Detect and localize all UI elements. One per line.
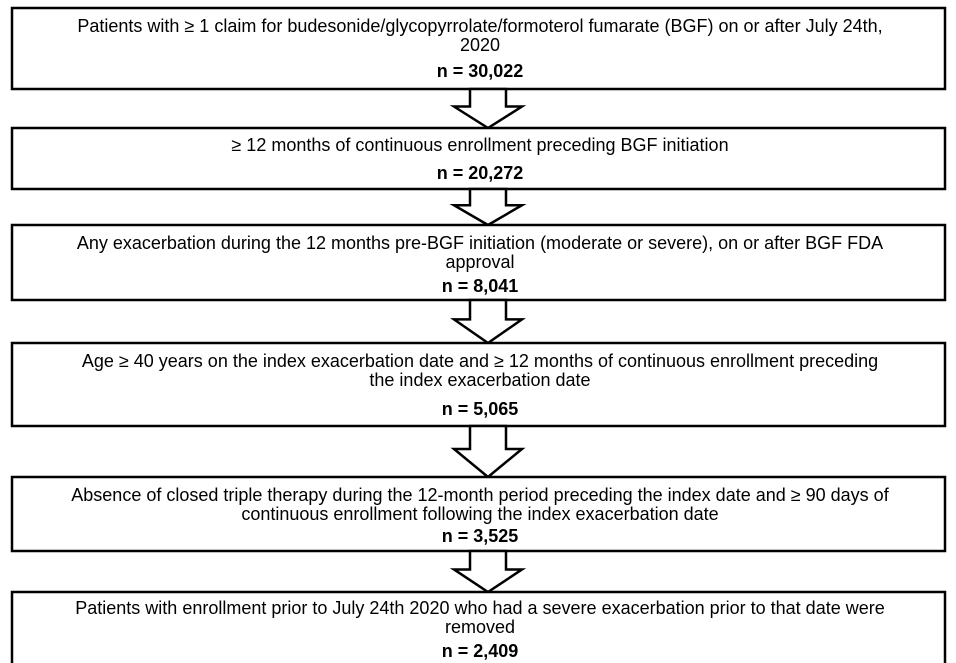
box-count: n = 5,065 [442, 399, 519, 419]
box-count: n = 8,041 [442, 276, 519, 296]
box-text: Patients with enrollment prior to July 2… [75, 598, 884, 618]
box-text: ≥ 12 months of continuous enrollment pre… [231, 135, 728, 155]
flow-box [10, 590, 947, 663]
box-text: Patients with ≥ 1 claim for budesonide/g… [77, 16, 882, 36]
box-count: n = 3,525 [442, 526, 519, 546]
box-text: Absence of closed triple therapy during … [71, 485, 889, 505]
box-text: continuous enrollment following the inde… [241, 504, 718, 524]
flow-box [10, 223, 947, 302]
flow-arrow [449, 549, 527, 594]
box-text: removed [445, 617, 515, 637]
flow-arrow [449, 187, 527, 227]
flow-box [10, 6, 947, 91]
flow-arrow [450, 424, 526, 479]
box-text: Any exacerbation during the 12 months pr… [77, 233, 883, 253]
box-text: Age ≥ 40 years on the index exacerbation… [82, 351, 878, 371]
flow-arrow [450, 298, 526, 345]
flow-arrow [449, 87, 527, 130]
box-count: n = 2,409 [442, 641, 519, 661]
flow-box [10, 126, 947, 191]
box-count: n = 30,022 [437, 61, 524, 81]
flow-box [10, 341, 947, 428]
box-count: n = 20,272 [437, 163, 524, 183]
box-text: the index exacerbation date [369, 370, 590, 390]
box-text: 2020 [460, 35, 500, 55]
box-text: approval [445, 252, 514, 272]
